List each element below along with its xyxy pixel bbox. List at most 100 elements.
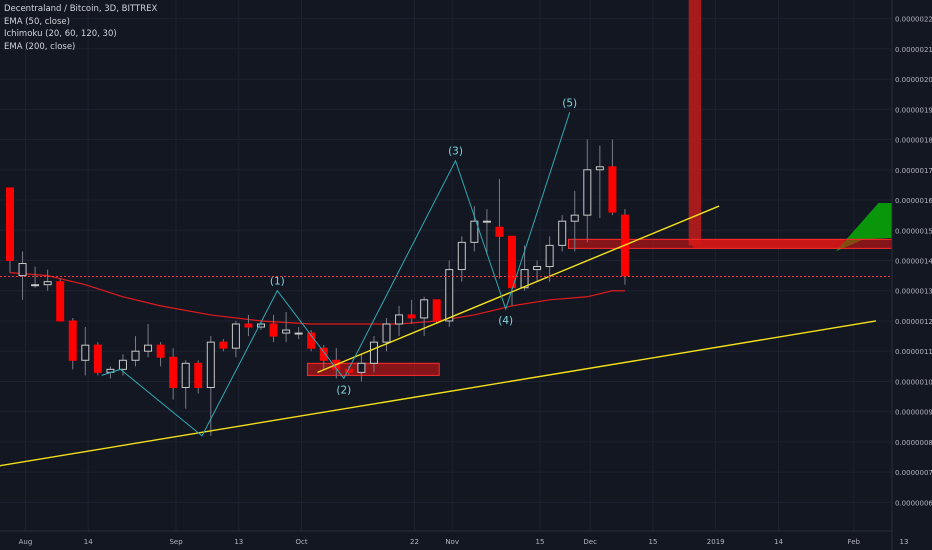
candle-body [131,350,140,361]
candle-body [244,323,253,328]
x-tick-label: 13 [234,538,243,546]
x-tick-label: Dec [583,538,597,546]
candle-body [470,220,479,243]
candle-body [81,344,90,361]
candle-body [457,241,466,271]
wave-label: (1) [270,276,285,288]
x-tick-label: 13 [899,538,908,546]
x-tick-label: 15 [648,538,657,546]
trendlines[interactable] [0,205,877,467]
wave-label: (5) [562,97,577,109]
x-tick-label: 15 [536,538,545,546]
wave-path [101,112,571,437]
candle-body [558,220,567,246]
candle-body [369,341,378,364]
candle-body [495,226,504,237]
symbol-title: Decentraland / Bitcoin, 3D, BITTREX [4,4,158,14]
x-tick-label: Feb [848,538,861,546]
chart-legend: Decentraland / Bitcoin, 3D, BITTREX EMA … [4,3,157,53]
trendline [317,205,720,374]
ema50-line [9,271,625,325]
candle-body [169,356,178,388]
candle-body [43,281,52,286]
candle-body [181,362,190,388]
candle-body [395,314,404,325]
y-tick-label: 0.00000060 [895,499,932,507]
candle-body [570,214,579,222]
candle-body [31,284,40,287]
candle-body [382,323,391,343]
candle-body [407,314,416,319]
x-tick-label: Oct [295,538,307,546]
cloud-red-kumo [688,0,702,246]
x-tick-label: Nov [445,538,459,546]
x-tick-label: 14 [774,538,783,546]
candle-body [608,166,617,213]
x-tick-label: Sep [169,538,183,546]
indicator-ema200[interactable]: EMA (200, close) [4,41,76,52]
candle-body [482,220,491,223]
candle-body [520,269,529,289]
time-axis[interactable]: Aug 14 Sep 13 Oct 22 Nov 15 Dec 15 2019 14 Feb 13 [0,530,908,546]
indicator-ichimoku[interactable]: Ichimoku (20, 60, 120, 30) [4,29,117,39]
x-tick-label: Aug [19,538,33,546]
candle-body [144,344,153,352]
ema-line [9,271,625,325]
elliott-wave[interactable]: (1) (2) (3) (4) (5) [101,97,578,437]
wave-label: (4) [498,315,513,327]
candle-body [357,362,366,373]
price-axis-panel [892,0,932,550]
supply-zone [306,362,440,376]
candle-body [344,368,353,373]
wave-label: (2) [336,384,351,396]
candle-body [206,341,215,388]
candle-body [93,344,102,373]
candle-body [18,263,27,277]
trendline [0,320,877,467]
candle-body [319,347,328,361]
candle-body [583,169,592,216]
candle-body [194,362,203,388]
candle-body [545,244,554,268]
candle-body [420,299,429,319]
candle-body [508,235,516,289]
candle-body [6,187,14,261]
candle-body [282,329,291,334]
candle-body [595,166,604,171]
wave-label: (3) [448,146,463,158]
candle-body [219,341,228,349]
candle-body [294,332,303,335]
candle-body [118,359,127,370]
indicator-ema50[interactable]: EMA (50, close) [4,16,70,27]
x-tick-label: 14 [84,538,93,546]
x-tick-label: 22 [410,538,419,546]
candle-body [156,344,165,358]
candle-body [533,266,542,271]
candle-body [432,299,441,322]
candle-body [231,323,240,349]
x-tick-label: 2019 [707,538,725,546]
candle-body [56,281,65,322]
candle-body [269,323,278,337]
candle-body [257,323,265,328]
candle-body [445,269,454,322]
